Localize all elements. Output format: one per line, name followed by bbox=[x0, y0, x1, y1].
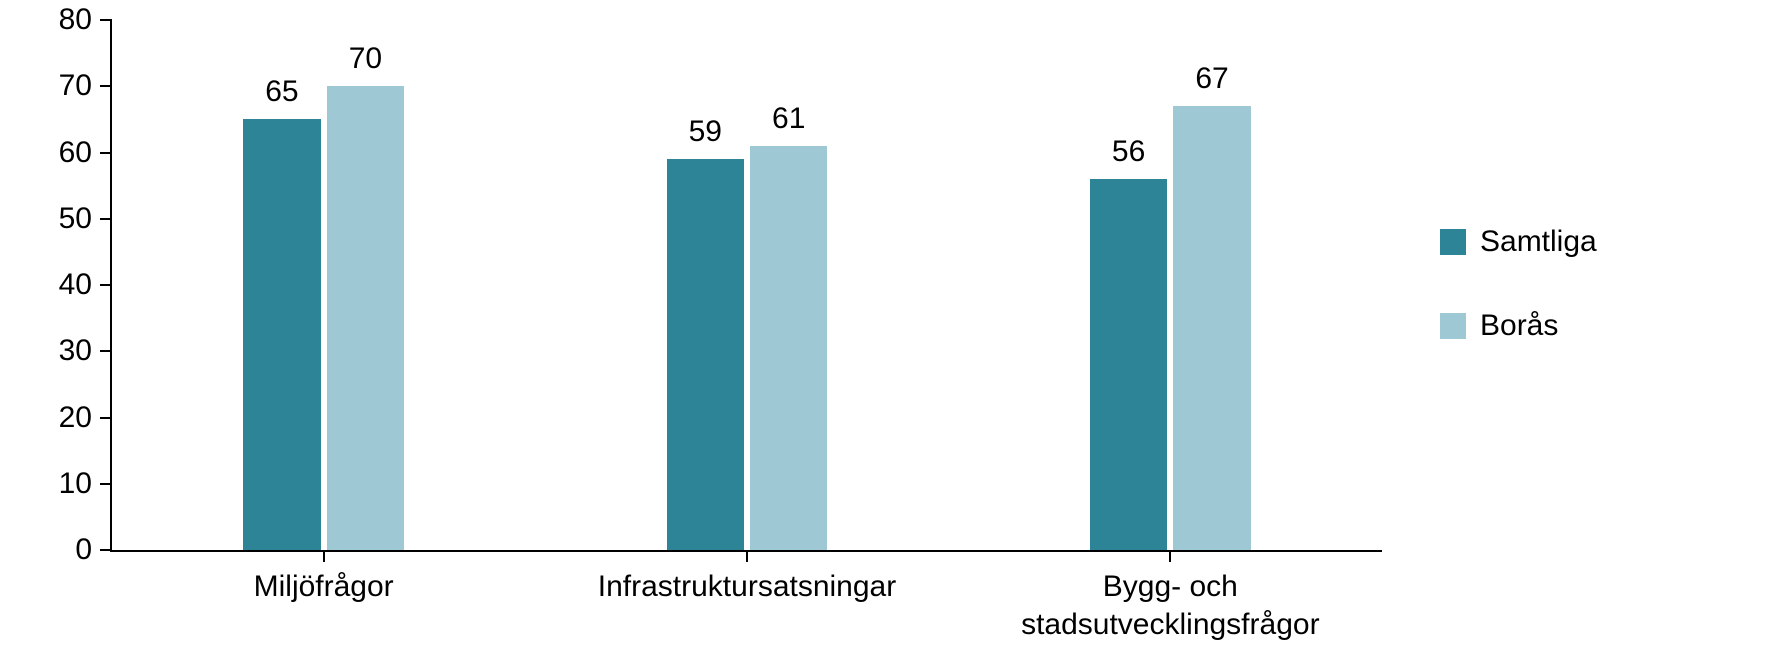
x-axis-tick bbox=[746, 550, 748, 562]
bar bbox=[327, 86, 404, 550]
legend-swatch bbox=[1440, 229, 1466, 255]
y-axis-tick bbox=[100, 152, 112, 154]
bar-value-label: 56 bbox=[1112, 135, 1145, 169]
y-axis-tick bbox=[100, 85, 112, 87]
y-axis-label: 70 bbox=[59, 69, 92, 103]
bar-value-label: 61 bbox=[772, 102, 805, 136]
x-axis-tick bbox=[323, 550, 325, 562]
y-axis-label: 40 bbox=[59, 268, 92, 302]
bar bbox=[1173, 106, 1250, 550]
y-axis-label: 30 bbox=[59, 334, 92, 368]
y-axis-tick bbox=[100, 549, 112, 551]
bar-value-label: 65 bbox=[265, 75, 298, 109]
legend-label: Samtliga bbox=[1480, 225, 1597, 259]
y-axis-label: 0 bbox=[75, 533, 92, 567]
y-axis-tick bbox=[100, 284, 112, 286]
y-axis-label: 20 bbox=[59, 401, 92, 435]
bar-value-label: 59 bbox=[689, 115, 722, 149]
y-axis-tick bbox=[100, 350, 112, 352]
legend-label: Borås bbox=[1480, 309, 1558, 343]
legend-item: Samtliga bbox=[1440, 225, 1740, 259]
bar bbox=[243, 119, 320, 550]
y-axis-label: 60 bbox=[59, 136, 92, 170]
x-axis-tick bbox=[1169, 550, 1171, 562]
x-axis-label: Infrastruktursatsningar bbox=[546, 568, 948, 606]
x-axis-label-line: Miljöfrågor bbox=[123, 568, 525, 606]
bar bbox=[1090, 179, 1167, 550]
legend-item: Borås bbox=[1440, 309, 1740, 343]
y-axis-tick bbox=[100, 417, 112, 419]
y-axis-label: 50 bbox=[59, 202, 92, 236]
bar bbox=[667, 159, 744, 550]
x-axis-label-line: Bygg- och bbox=[969, 568, 1371, 606]
legend-swatch bbox=[1440, 313, 1466, 339]
bar-chart: 0 10 20 30 40 50 60 70 80 Miljöfrågor 65 70 Infrastr… bbox=[0, 0, 1784, 670]
plot-area: 01020304050607080Miljöfrågor6570Infrastr… bbox=[110, 20, 1382, 552]
y-axis-label: 80 bbox=[59, 3, 92, 37]
x-axis-label: Bygg- ochstadsutvecklingsfrågor bbox=[969, 568, 1371, 643]
x-axis-label-line: Infrastruktursatsningar bbox=[546, 568, 948, 606]
y-axis-tick bbox=[100, 483, 112, 485]
bar-value-label: 67 bbox=[1195, 62, 1228, 96]
y-axis-tick bbox=[100, 218, 112, 220]
x-axis-label: Miljöfrågor bbox=[123, 568, 525, 606]
y-axis-label: 10 bbox=[59, 467, 92, 501]
bar-value-label: 70 bbox=[349, 42, 382, 76]
x-axis-label-line: stadsutvecklingsfrågor bbox=[969, 606, 1371, 644]
bar bbox=[750, 146, 827, 550]
y-axis-tick bbox=[100, 19, 112, 21]
legend: Samtliga Borås bbox=[1440, 225, 1740, 393]
